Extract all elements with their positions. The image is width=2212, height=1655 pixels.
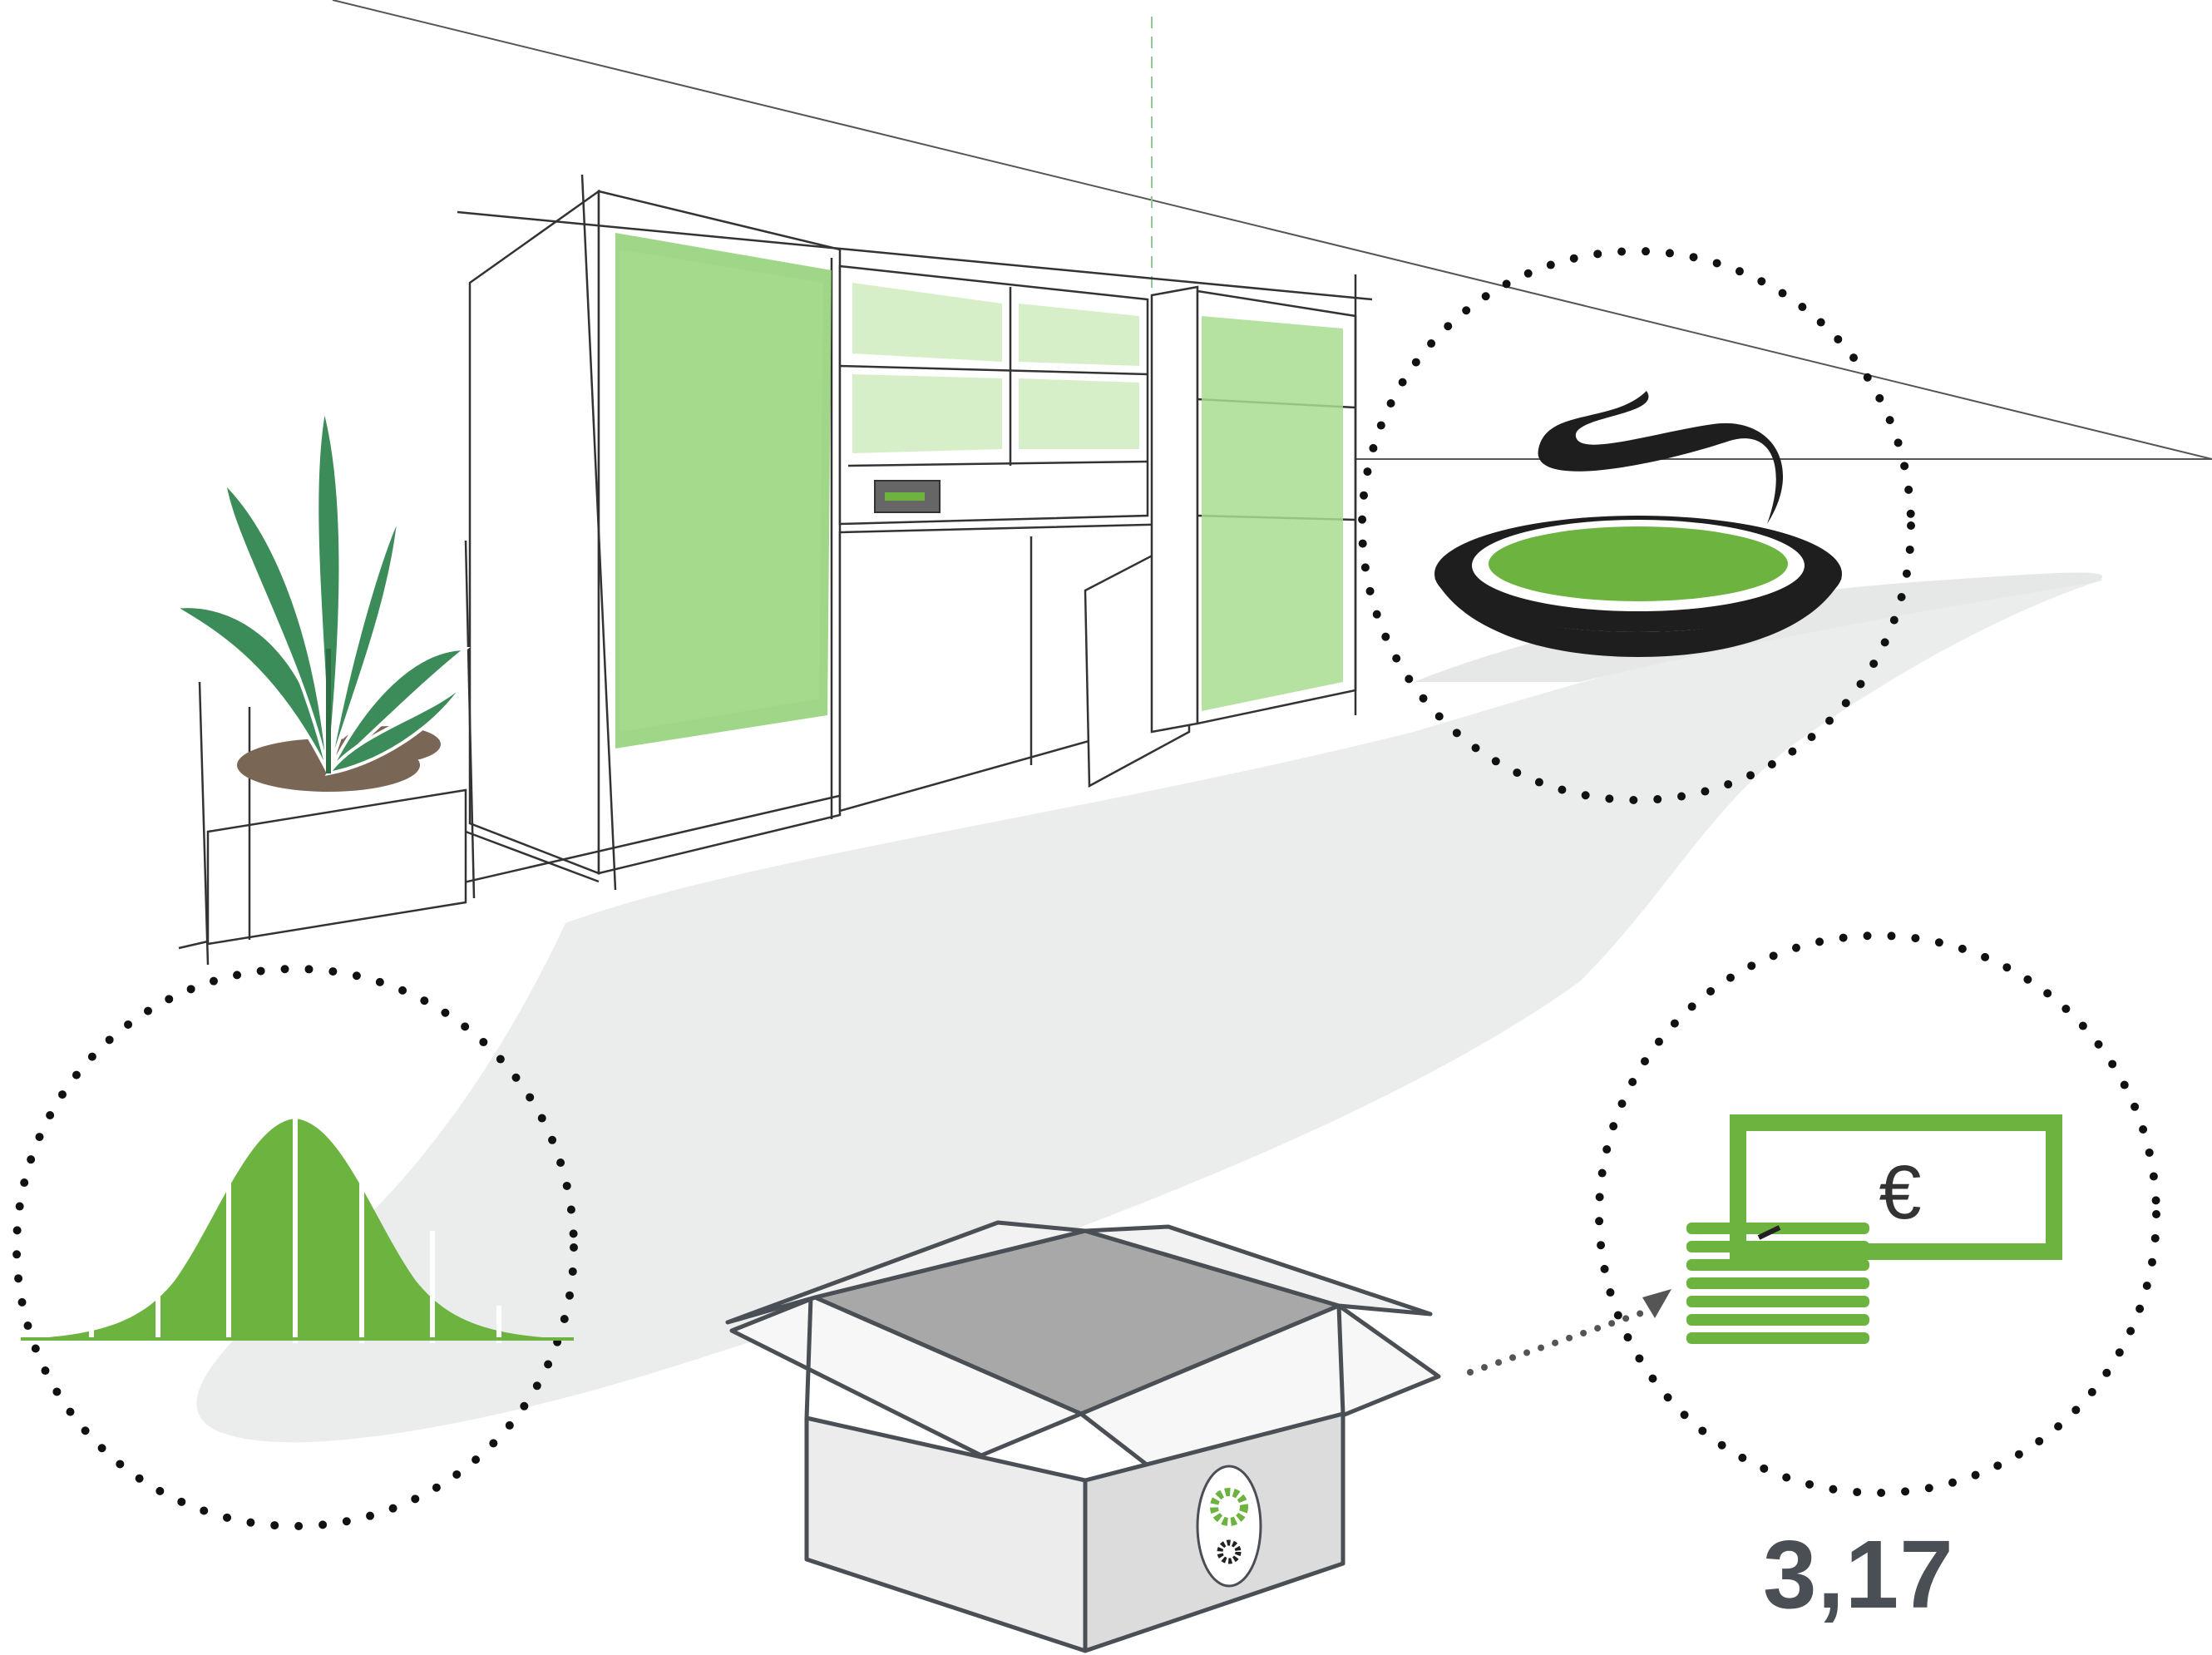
price-label: 3,17 <box>1763 1520 1954 1628</box>
money-icon: € <box>1595 931 2160 1497</box>
plant-icon <box>169 407 471 792</box>
open-box-icon <box>725 1220 1441 1653</box>
arrow-to-money <box>1467 1289 1671 1376</box>
kitchen-sketch-icon <box>178 174 1373 966</box>
euro-symbol: € <box>1879 1150 1921 1235</box>
bell-curve-icon <box>12 965 578 1530</box>
gear-logo-icon <box>1196 1465 1262 1588</box>
soup-bowl-icon <box>1358 247 1915 804</box>
